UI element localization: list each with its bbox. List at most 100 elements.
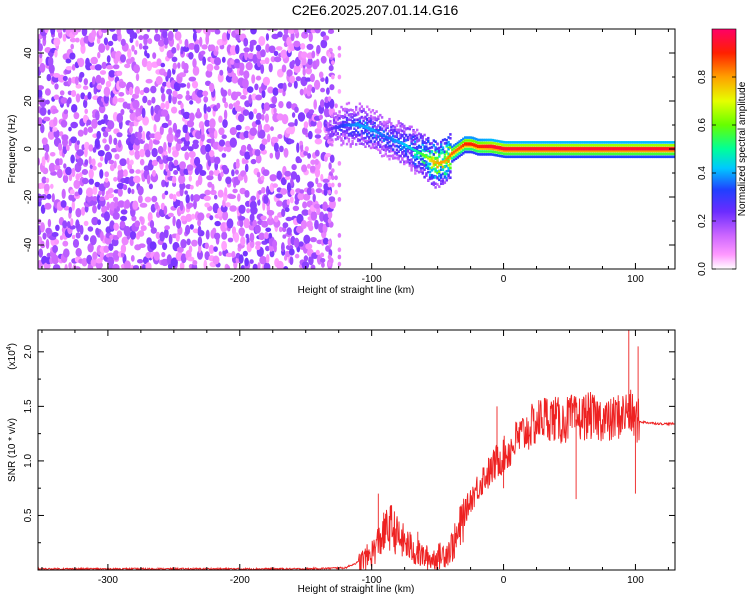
spectrogram-signal-cell [595, 155, 598, 159]
spectrogram-signal-cell [512, 155, 515, 159]
spectrogram-noise-cell [322, 237, 329, 245]
spectrogram-signal-cell [644, 141, 648, 144]
spectrogram-signal-cell [436, 183, 439, 186]
spectrogram-noise-cell [108, 187, 114, 194]
colorbar-tick-label: 0.0 [697, 262, 708, 276]
spectrogram-signal-cell [482, 141, 485, 145]
spectrogram-signal-cell [554, 141, 557, 144]
spectrogram-signal-cell [347, 109, 351, 112]
spectrogram-noise-cell [243, 218, 250, 229]
spectrogram-signal-cell [403, 154, 406, 158]
spectrogram-noise-cell [269, 249, 275, 258]
spectrogram-noise-cell [51, 193, 55, 203]
spectrogram-noise-cell [46, 252, 51, 258]
spectrogram-noise-cell [92, 185, 98, 195]
spectrogram-signal-cell [556, 149, 559, 153]
spectrogram-signal-cell [351, 121, 354, 124]
spectrogram-signal-cell [331, 114, 334, 118]
spectrogram-noise-cell [263, 262, 271, 269]
spectrogram-signal-cell [641, 149, 644, 153]
spectrogram-signal-cell [414, 163, 417, 166]
spectrogram-signal-cell [430, 156, 434, 159]
spectrogram-noise-cell [242, 109, 250, 116]
spectrogram-signal-cell [408, 133, 411, 137]
spectrogram-signal-cell [486, 150, 489, 153]
spectrogram-signal-cell [441, 151, 445, 154]
spectrogram-signal-cell [375, 110, 378, 113]
spectrogram-signal-cell [436, 147, 439, 150]
spectrogram-signal-cell [537, 144, 541, 147]
spectrogram-signal-cell [412, 146, 415, 150]
spectrogram-signal-cell [589, 141, 592, 144]
spectrogram-signal-cell [606, 149, 609, 153]
spectrogram-signal-cell [427, 147, 430, 150]
spectrogram-noise-cell [302, 201, 308, 209]
spectrogram-signal-cell [362, 124, 365, 128]
spectrogram-signal-cell [342, 130, 345, 133]
spectrogram-noise-cell [331, 74, 335, 80]
spectrogram-noise-cell [131, 215, 137, 222]
spectrogram-noise-cell [256, 57, 262, 68]
spectrogram-signal-cell [495, 146, 498, 149]
spectrogram-signal-cell [358, 120, 362, 124]
spectrogram-signal-cell [526, 141, 530, 144]
spectrogram-noise-cell [314, 149, 320, 157]
spectrogram-noise-cell [209, 150, 215, 158]
spectrogram-noise-cell [56, 168, 63, 179]
spectrogram-signal-cell [353, 118, 356, 122]
spectrogram-signal-cell [633, 144, 637, 147]
spectrogram-signal-cell [497, 148, 500, 152]
spectrogram-signal-cell [428, 150, 432, 153]
spectrogram-signal-cell [554, 152, 557, 156]
spectrogram-noise-cell [113, 176, 118, 182]
spectrogram-signal-cell [334, 121, 338, 124]
spectrogram-noise-cell [171, 106, 178, 114]
spectrogram-noise-cell [299, 189, 305, 194]
spectrogram-signal-cell [639, 141, 642, 144]
spectrogram-noise-cell [45, 238, 50, 250]
spectrogram-signal-cell [497, 151, 500, 154]
spectrogram-noise-cell [39, 62, 46, 73]
spectrogram-signal-cell [373, 134, 376, 137]
spectrogram-noise-cell [94, 181, 101, 188]
spectrogram-noise-cell [229, 127, 237, 136]
spectrogram-signal-cell [440, 148, 443, 152]
spectrogram-signal-cell [598, 152, 602, 156]
spectrogram-signal-cell [460, 139, 463, 142]
spectrogram-noise-cell [128, 125, 133, 134]
spectrogram-noise-cell [296, 225, 304, 234]
spectrogram-signal-cell [377, 143, 380, 146]
spectrogram-noise-cell [286, 36, 292, 47]
spectrogram-signal-cell [560, 144, 563, 147]
spectrogram-signal-cell [380, 140, 384, 144]
spectrogram-signal-cell [406, 127, 410, 130]
spectrogram-noise-cell [266, 209, 275, 216]
spectrogram-signal-cell [593, 155, 596, 159]
spectrogram-signal-cell [652, 147, 655, 151]
spectrogram-signal-cell [663, 144, 666, 147]
spectrogram-noise-cell [53, 37, 61, 47]
spectrogram-noise-cell [180, 239, 187, 249]
spectrogram-signal-cell [572, 141, 576, 144]
spectrogram-noise-cell [72, 238, 80, 248]
spectrogram-signal-cell [355, 123, 358, 127]
spectrogram-signal-cell [637, 149, 640, 153]
spectrogram-noise-cell [199, 170, 207, 176]
spectrogram-signal-cell [482, 147, 485, 150]
spectrogram-noise-cell [231, 169, 235, 177]
spectrogram-noise-cell [265, 254, 270, 264]
spectrogram-signal-cell [626, 149, 629, 153]
spectrogram-signal-cell [345, 125, 349, 128]
spectrogram-noise-cell [218, 139, 226, 147]
spectrogram-signal-cell [613, 149, 616, 153]
spectrogram-noise-cell [46, 74, 52, 82]
spectrogram-signal-cell [373, 142, 376, 146]
spectrogram-signal-cell [580, 155, 583, 159]
spectrogram-noise-cell [52, 108, 59, 114]
spectrogram-signal-cell [366, 133, 369, 136]
y-tick-label: 20 [23, 95, 34, 107]
spectrogram-signal-cell [493, 153, 496, 157]
spectrogram-signal-cell [331, 143, 334, 147]
spectrogram-signal-cell [488, 141, 491, 145]
spectrogram-signal-cell [585, 155, 589, 159]
